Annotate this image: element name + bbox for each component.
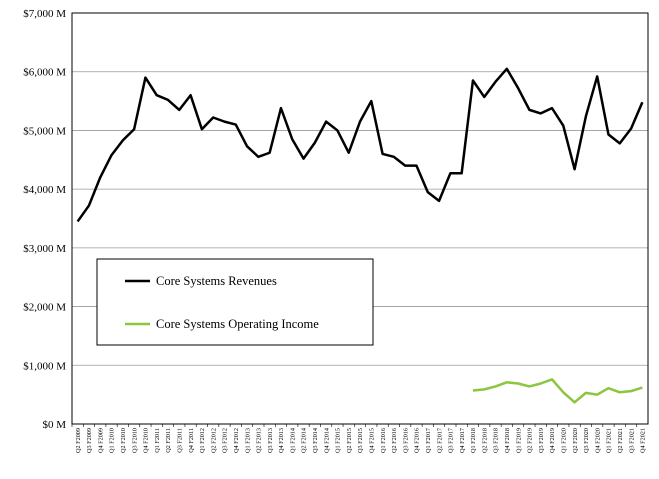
x-tick-label: Q4 F2010: [143, 428, 150, 453]
x-tick-label: Q4 F2019: [549, 428, 556, 453]
x-tick-label: Q1 F2019: [515, 428, 522, 453]
x-tick-label: Q4 F2012: [233, 428, 240, 453]
x-tick-label: Q3 F2014: [312, 428, 319, 453]
x-tick-label: Q3 F2010: [131, 428, 138, 453]
legend-label-operating-income: Core Systems Operating Income: [156, 317, 319, 331]
x-tick-label: Q3 F2018: [493, 428, 500, 453]
x-tick-label: Q1 F2017: [425, 428, 432, 453]
x-tick-label: Q1 F2015: [335, 428, 342, 453]
x-tick-label: Q1 F2010: [109, 428, 116, 453]
x-tick-label: Q2 F2009: [75, 428, 82, 453]
x-tick-label: Q4 F2011: [188, 428, 195, 453]
x-tick-label: Q3 F2016: [402, 428, 409, 453]
series-line-operating-income: [472, 378, 643, 404]
legend-label-revenues: Core Systems Revenues: [156, 274, 277, 288]
x-tick-label: Q2 F2019: [527, 428, 534, 453]
legend: Core Systems Revenues Core Systems Opera…: [96, 258, 374, 346]
x-tick-label: Q3 F2020: [583, 428, 590, 453]
x-tick-label: Q1 F2012: [199, 428, 206, 453]
x-tick-label: Q2 F2017: [436, 428, 443, 453]
x-tick-label: Q1 F2018: [470, 428, 477, 453]
y-tick-label: $4,000 M: [23, 184, 66, 196]
x-tick-label: Q4 F2021: [640, 428, 647, 453]
series-lines: [76, 67, 644, 404]
x-tick-label: Q2 F2013: [256, 428, 263, 453]
y-axis-ticks: $0 M $1,000 M $2,000 M $3,000 M $4,000 M $5,0…: [23, 8, 66, 431]
y-tick-label: $0 M: [42, 419, 66, 431]
x-tick-label: Q2 F2020: [572, 428, 579, 453]
x-tick-label: Q3 F2015: [357, 428, 364, 453]
x-tick-label: Q2 F2018: [481, 428, 488, 453]
x-tick-label: Q4 F2009: [97, 428, 104, 453]
y-tick-label: $5,000 M: [23, 125, 66, 137]
x-tick-label: Q2 F2021: [617, 428, 624, 453]
x-tick-label: Q3 F2011: [176, 428, 183, 453]
x-tick-label: Q1 F2016: [380, 428, 387, 453]
x-tick-label: Q2 F2014: [301, 428, 308, 453]
x-tick-label: Q1 F2011: [154, 428, 161, 453]
x-tick-label: Q4 F2014: [323, 428, 330, 453]
y-tick-label: $1,000 M: [23, 360, 66, 372]
x-tick-label: Q2 F2016: [391, 428, 398, 453]
x-tick-label: Q4 F2013: [278, 428, 285, 453]
x-tick-label: Q2 F2010: [120, 428, 127, 453]
x-tick-label: Q2 F2012: [210, 428, 217, 453]
x-tick-label: Q2 F2015: [346, 428, 353, 453]
legend-box: [96, 258, 374, 346]
x-tick-label: Q1 F2013: [244, 428, 251, 453]
x-tick-label: Q4 F2016: [414, 428, 421, 453]
x-tick-label: Q3 F2021: [628, 428, 635, 453]
y-tick-label: $3,000 M: [23, 243, 66, 255]
x-tick-label: Q4 F2017: [459, 428, 466, 453]
x-tick-label: Q4 F2020: [594, 428, 601, 453]
series-line-revenues: [76, 67, 644, 223]
x-tick-label: Q1 F2020: [560, 428, 567, 453]
x-tick-label: Q1 F2014: [289, 428, 296, 453]
x-tick-label: Q3 F2012: [222, 428, 229, 453]
x-tick-label: Q3 F2013: [267, 428, 274, 453]
x-tick-label: Q3 F2009: [86, 428, 93, 453]
x-tick-label: Q2 F2011: [165, 428, 172, 453]
plot-area: [71, 12, 649, 425]
y-tick-label: $2,000 M: [23, 302, 66, 314]
y-tick-label: $6,000 M: [23, 67, 66, 79]
x-tick-label: Q4 F2015: [368, 428, 375, 453]
x-tick-label: Q3 F2017: [448, 428, 455, 453]
x-axis-ticks: Q2 F2009 Q3 F2009 Q4 F2009 Q1 F2010 Q2 F2010…: [71, 424, 647, 453]
x-tick-label: Q3 F2019: [538, 428, 545, 453]
x-tick-label: Q1 F2021: [606, 428, 613, 453]
y-tick-label: $7,000 M: [23, 8, 66, 20]
x-tick-label: Q4 F2018: [504, 428, 511, 453]
